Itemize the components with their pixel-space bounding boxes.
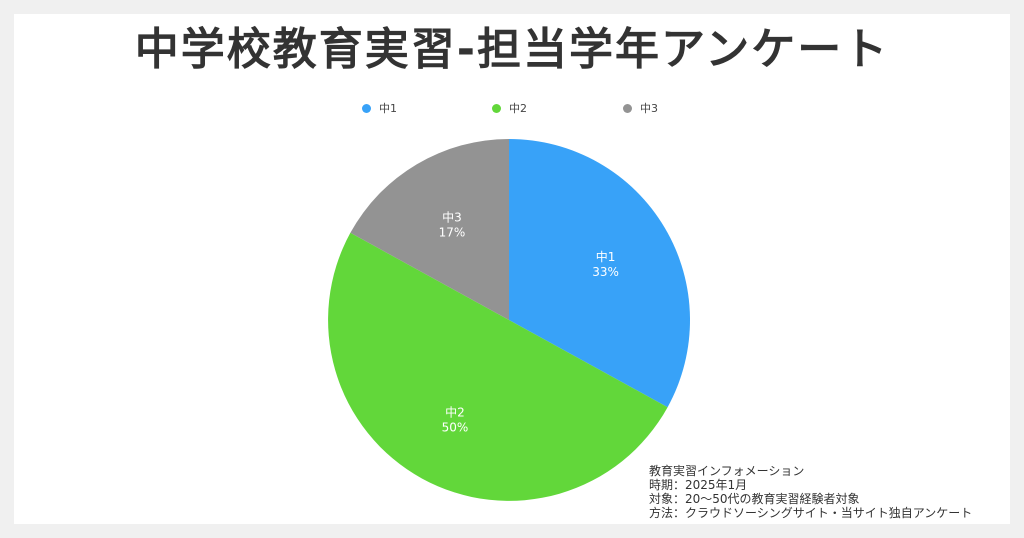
legend-swatch-0 xyxy=(362,103,371,113)
slice-value-label-2: 17% xyxy=(439,225,466,239)
legend-item-2[interactable]: 中3 xyxy=(623,100,658,116)
info-heading: 教育実習インフォメーション xyxy=(649,464,805,478)
legend-label-1: 中2 xyxy=(509,102,527,115)
legend-label-0: 中1 xyxy=(379,102,397,115)
legend-swatch-1 xyxy=(492,103,501,113)
pie-slice-0[interactable] xyxy=(509,139,690,408)
chart-legend: 中1 中2 中3 xyxy=(0,100,1024,116)
slice-value-label-0: 33% xyxy=(592,265,619,279)
pie-slice-1[interactable] xyxy=(328,232,668,501)
legend-item-1[interactable]: 中2 xyxy=(492,100,527,116)
slice-value-label-1: 50% xyxy=(442,420,469,434)
slice-category-label-2: 中3 xyxy=(442,209,462,224)
info-method: 方法：クラウドソーシングサイト・当サイト独自アンケート xyxy=(649,506,973,520)
survey-info: 教育実習インフォメーション 時期：2025年1月 対象：20～50代の教育実習経… xyxy=(649,464,972,520)
pie-slice-2[interactable] xyxy=(350,139,509,320)
legend-item-0[interactable]: 中1 xyxy=(362,100,397,116)
info-period: 時期：2025年1月 xyxy=(649,478,748,492)
legend-swatch-2 xyxy=(623,103,632,113)
slice-category-label-0: 中1 xyxy=(596,249,616,264)
info-target: 対象：20～50代の教育実習経験者対象 xyxy=(649,492,860,506)
legend-label-2: 中3 xyxy=(640,102,658,115)
slice-category-label-1: 中2 xyxy=(445,404,465,419)
chart-title: 中学校教育実習-担当学年アンケート xyxy=(134,24,890,75)
